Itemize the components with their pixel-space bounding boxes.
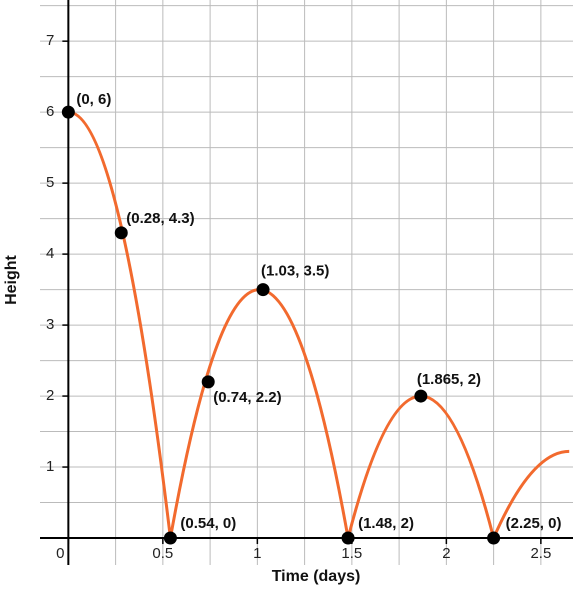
x-tick-label: 2 xyxy=(442,545,450,562)
y-tick-label: 3 xyxy=(46,316,54,333)
x-tick-label: 1.5 xyxy=(341,545,362,562)
y-axis-label: Height xyxy=(3,254,20,304)
point xyxy=(114,226,128,240)
point xyxy=(61,105,75,119)
annotation: (0.54, 0) xyxy=(180,515,236,532)
point xyxy=(414,389,428,403)
annotation: (0, 6) xyxy=(76,91,111,108)
x-tick-label: 0.5 xyxy=(152,545,173,562)
point xyxy=(341,531,355,545)
annotation: (1.48, 2) xyxy=(358,515,414,532)
y-tick-label: 5 xyxy=(46,174,54,191)
y-tick-label: 7 xyxy=(46,32,54,49)
x-tick-label: 1 xyxy=(253,545,261,562)
annotation: (2.25, 0) xyxy=(506,515,562,532)
y-tick-label: 2 xyxy=(46,387,54,404)
annotation: (1.03, 3.5) xyxy=(261,263,329,280)
x-axis-label: Time (days) xyxy=(272,568,361,585)
point xyxy=(256,283,270,297)
annotation: (0.28, 4.3) xyxy=(126,210,194,227)
curve xyxy=(68,110,570,543)
x-tick-label: 2.5 xyxy=(530,545,551,562)
point xyxy=(487,531,501,545)
point xyxy=(201,375,215,389)
point xyxy=(163,531,177,545)
y-tick-label: 4 xyxy=(46,245,54,262)
y-tick-label: 6 xyxy=(46,103,54,120)
y-tick-label: 1 xyxy=(46,458,54,475)
annotation: (0.74, 2.2) xyxy=(213,389,281,406)
x-tick-label: 0 xyxy=(56,545,64,562)
annotation: (1.865, 2) xyxy=(417,371,481,388)
